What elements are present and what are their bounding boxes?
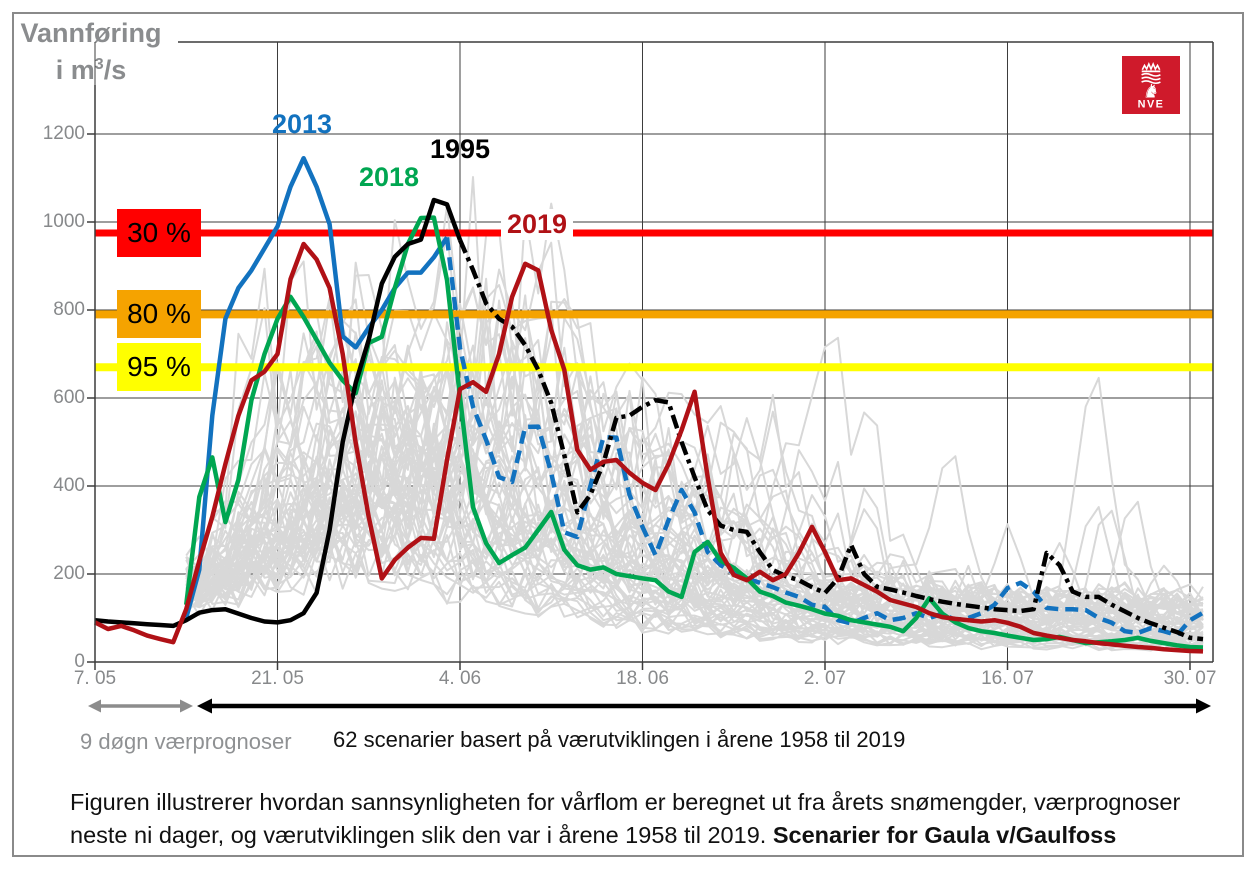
threshold-label-80: 80 % bbox=[117, 290, 201, 339]
scenario-line bbox=[185, 455, 1204, 630]
x-tick-label: 18. 06 bbox=[616, 668, 669, 689]
series-line-2013 bbox=[184, 155, 449, 619]
y-axis-title: Vannføring i m3/s bbox=[10, 18, 172, 86]
y-axis-title-line2: i m3/s bbox=[55, 55, 127, 85]
y-axis-title-line1: Vannføring bbox=[20, 18, 162, 48]
x-tick-label: 2. 07 bbox=[803, 668, 847, 689]
nve-logo: ♞ NVE bbox=[1122, 56, 1180, 114]
forecast-arrow-label: 9 døgn værprognoser bbox=[80, 729, 292, 754]
y-tick-label: 600 bbox=[53, 387, 85, 408]
forecast-arrowhead-right bbox=[180, 699, 193, 713]
scenario-line bbox=[185, 368, 1204, 648]
scenarios-arrowhead-left bbox=[197, 698, 212, 714]
scenario-line bbox=[185, 446, 1204, 620]
caption-title-bold: Scenarier for Gaula v/Gaulfoss bbox=[772, 822, 1117, 848]
series-year-label-2013: 2013 bbox=[272, 109, 333, 139]
x-tick-label: 30. 07 bbox=[1163, 668, 1217, 689]
flood-scenario-chart bbox=[87, 41, 1214, 714]
scenarios-arrow-label: 62 scenarier basert på værutviklingen i … bbox=[333, 727, 906, 752]
series-year-label-1995: 1995 bbox=[430, 134, 491, 164]
series-line-1995-dashed bbox=[457, 239, 1204, 642]
y-tick-label: 800 bbox=[53, 299, 85, 320]
scenario-line bbox=[185, 309, 1204, 639]
y-tick-label: 200 bbox=[53, 563, 85, 584]
x-tick-label: 21. 05 bbox=[251, 668, 304, 689]
nve-logo-icon: ♞ NVE bbox=[1122, 56, 1180, 114]
scenario-line bbox=[186, 355, 1204, 634]
x-tick-label: 16. 07 bbox=[981, 668, 1034, 689]
y-tick-label: 1000 bbox=[42, 211, 85, 232]
caption-text: Figuren illustrerer hvordan sannsynlighe… bbox=[70, 789, 1181, 848]
y-tick-label: 0 bbox=[74, 651, 85, 672]
x-tick-label: 4. 06 bbox=[438, 668, 482, 689]
x-tick-label: 7. 05 bbox=[73, 668, 117, 689]
forecast-arrowhead-left bbox=[88, 699, 101, 713]
scenario-line bbox=[185, 298, 1204, 652]
series-line-1995 bbox=[94, 197, 463, 629]
threshold-label-30: 30 % bbox=[117, 209, 201, 257]
series-line-2013-dashed bbox=[444, 237, 1205, 638]
page-border bbox=[12, 12, 1244, 857]
series-line-2019 bbox=[93, 241, 1204, 654]
svg-text:NVE: NVE bbox=[1138, 98, 1165, 110]
svg-text:♞: ♞ bbox=[1143, 81, 1160, 102]
nve-logo-bg bbox=[1122, 56, 1180, 114]
scenarios-arrowhead-right bbox=[1196, 698, 1211, 714]
y-tick-label: 400 bbox=[53, 475, 85, 496]
series-year-label-2019: 2019 bbox=[501, 209, 574, 240]
scenario-line bbox=[185, 337, 1204, 632]
figure-caption: Figuren illustrerer hvordan sannsynlighe… bbox=[70, 786, 1220, 852]
scenario-line bbox=[185, 454, 1204, 648]
y-tick-label: 1200 bbox=[42, 123, 85, 144]
threshold-label-95: 95 % bbox=[117, 343, 201, 392]
series-year-label-2018: 2018 bbox=[359, 162, 420, 192]
